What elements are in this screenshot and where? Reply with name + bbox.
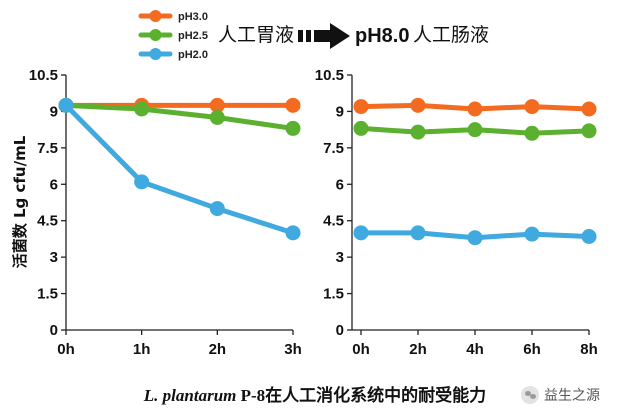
- chart-panel-intestinal: 0 1.5 3 4.5 6 7.5 9 10.5 0h 2h 4h 6h 8h: [315, 67, 598, 358]
- legend-marker-ph20: [149, 48, 162, 60]
- y-tick-label-intestinal: 9: [336, 103, 344, 120]
- data-point-ph20-intestinal: [353, 225, 369, 241]
- y-tick-label-intestinal: 4.5: [323, 213, 344, 230]
- legend: pH3.0 pH2.5 pH2.0: [138, 10, 208, 61]
- data-point-ph30-intestinal: [467, 101, 483, 117]
- data-point-ph20-gastric: [134, 174, 150, 190]
- y-tick-label-gastric: 7.5: [37, 140, 58, 157]
- data-point-ph25-intestinal: [524, 125, 540, 141]
- x-tick-label-intestinal: 0h: [352, 341, 370, 358]
- data-point-ph30-intestinal: [410, 97, 426, 113]
- data-point-ph30-intestinal: [524, 99, 540, 115]
- phase-header: 人工胃液 pH8.0 人工肠液: [218, 23, 489, 49]
- legend-item-ph20: pH2.0: [138, 48, 208, 61]
- y-tick-label-intestinal: 3: [336, 249, 344, 266]
- y-tick-label-gastric: 3: [50, 249, 58, 266]
- legend-item-ph30: pH3.0: [138, 10, 208, 23]
- phase-to-name: 人工肠液: [413, 24, 489, 46]
- phase-arrow-icon: [298, 23, 350, 49]
- x-tick-label-intestinal: 8h: [580, 341, 598, 358]
- data-point-ph20-gastric: [285, 225, 301, 241]
- x-tick-label-gastric: 0h: [57, 341, 75, 358]
- x-tick-label-intestinal: 4h: [466, 341, 484, 358]
- series-line-ph20-gastric: [63, 102, 296, 236]
- y-tick-label-gastric: 6: [50, 176, 58, 193]
- data-point-ph20-intestinal: [410, 225, 426, 241]
- x-tick-label-intestinal: 6h: [523, 341, 541, 358]
- x-tick-label-gastric: 2h: [209, 341, 227, 358]
- caption-species: L. plantarum: [143, 386, 237, 405]
- data-point-ph20-intestinal: [524, 226, 540, 242]
- data-point-ph25-intestinal: [410, 124, 426, 140]
- data-point-ph25-intestinal: [353, 120, 369, 136]
- data-point-ph25-gastric: [285, 120, 301, 136]
- y-tick-label-intestinal: 6: [336, 176, 344, 193]
- chart-panel-gastric: 0 1.5 3 4.5 6 7.5 9 10.5 0h 1h 2h 3h: [29, 67, 302, 358]
- legend-label-ph30: pH3.0: [178, 11, 208, 23]
- data-point-ph20-intestinal: [581, 229, 597, 244]
- y-tick-label-intestinal: 10.5: [315, 67, 344, 84]
- data-point-ph25-intestinal: [581, 123, 597, 139]
- phase-to-ph: pH8.0: [355, 25, 409, 47]
- data-point-ph30-gastric: [209, 97, 225, 113]
- y-tick-label-gastric: 0: [50, 322, 58, 339]
- y-tick-label-gastric: 10.5: [29, 67, 58, 84]
- caption-text: P-8在人工消化系统中的耐受能力: [236, 386, 487, 405]
- y-tick-label-gastric: 1.5: [37, 286, 58, 303]
- wechat-icon: [521, 386, 539, 404]
- data-point-ph20-intestinal: [467, 230, 483, 246]
- data-point-ph20-gastric: [58, 97, 74, 113]
- watermark: 益生之源: [521, 384, 600, 406]
- watermark-text: 益生之源: [544, 388, 600, 404]
- legend-marker-ph30: [149, 10, 162, 22]
- figure-caption: L. plantarum P-8在人工消化系统中的耐受能力: [0, 381, 630, 406]
- y-axis-title: 活菌数 Lg cfu/mL: [11, 135, 29, 268]
- data-point-ph25-gastric: [134, 101, 150, 117]
- x-tick-label-gastric: 1h: [133, 341, 151, 358]
- data-point-ph20-gastric: [209, 201, 225, 217]
- legend-marker-ph25: [149, 29, 162, 41]
- data-point-ph30-gastric: [285, 97, 301, 113]
- data-point-ph30-intestinal: [353, 99, 369, 115]
- y-tick-label-intestinal: 7.5: [323, 140, 344, 157]
- x-tick-label-gastric: 3h: [284, 341, 302, 358]
- data-point-ph25-gastric: [209, 110, 225, 125]
- y-tick-label-gastric: 4.5: [37, 213, 58, 230]
- series-line-ph25-gastric: [63, 102, 296, 131]
- data-point-ph25-intestinal: [467, 122, 483, 138]
- y-tick-label-intestinal: 1.5: [323, 286, 344, 303]
- legend-label-ph20: pH2.0: [178, 49, 208, 61]
- legend-item-ph25: pH2.5: [138, 29, 208, 42]
- phase-from-label: 人工胃液: [218, 24, 294, 46]
- y-tick-label-intestinal: 0: [336, 322, 344, 339]
- legend-label-ph25: pH2.5: [178, 30, 208, 42]
- x-tick-label-intestinal: 2h: [409, 341, 427, 358]
- y-tick-label-gastric: 9: [50, 103, 58, 120]
- data-point-ph30-intestinal: [581, 101, 597, 117]
